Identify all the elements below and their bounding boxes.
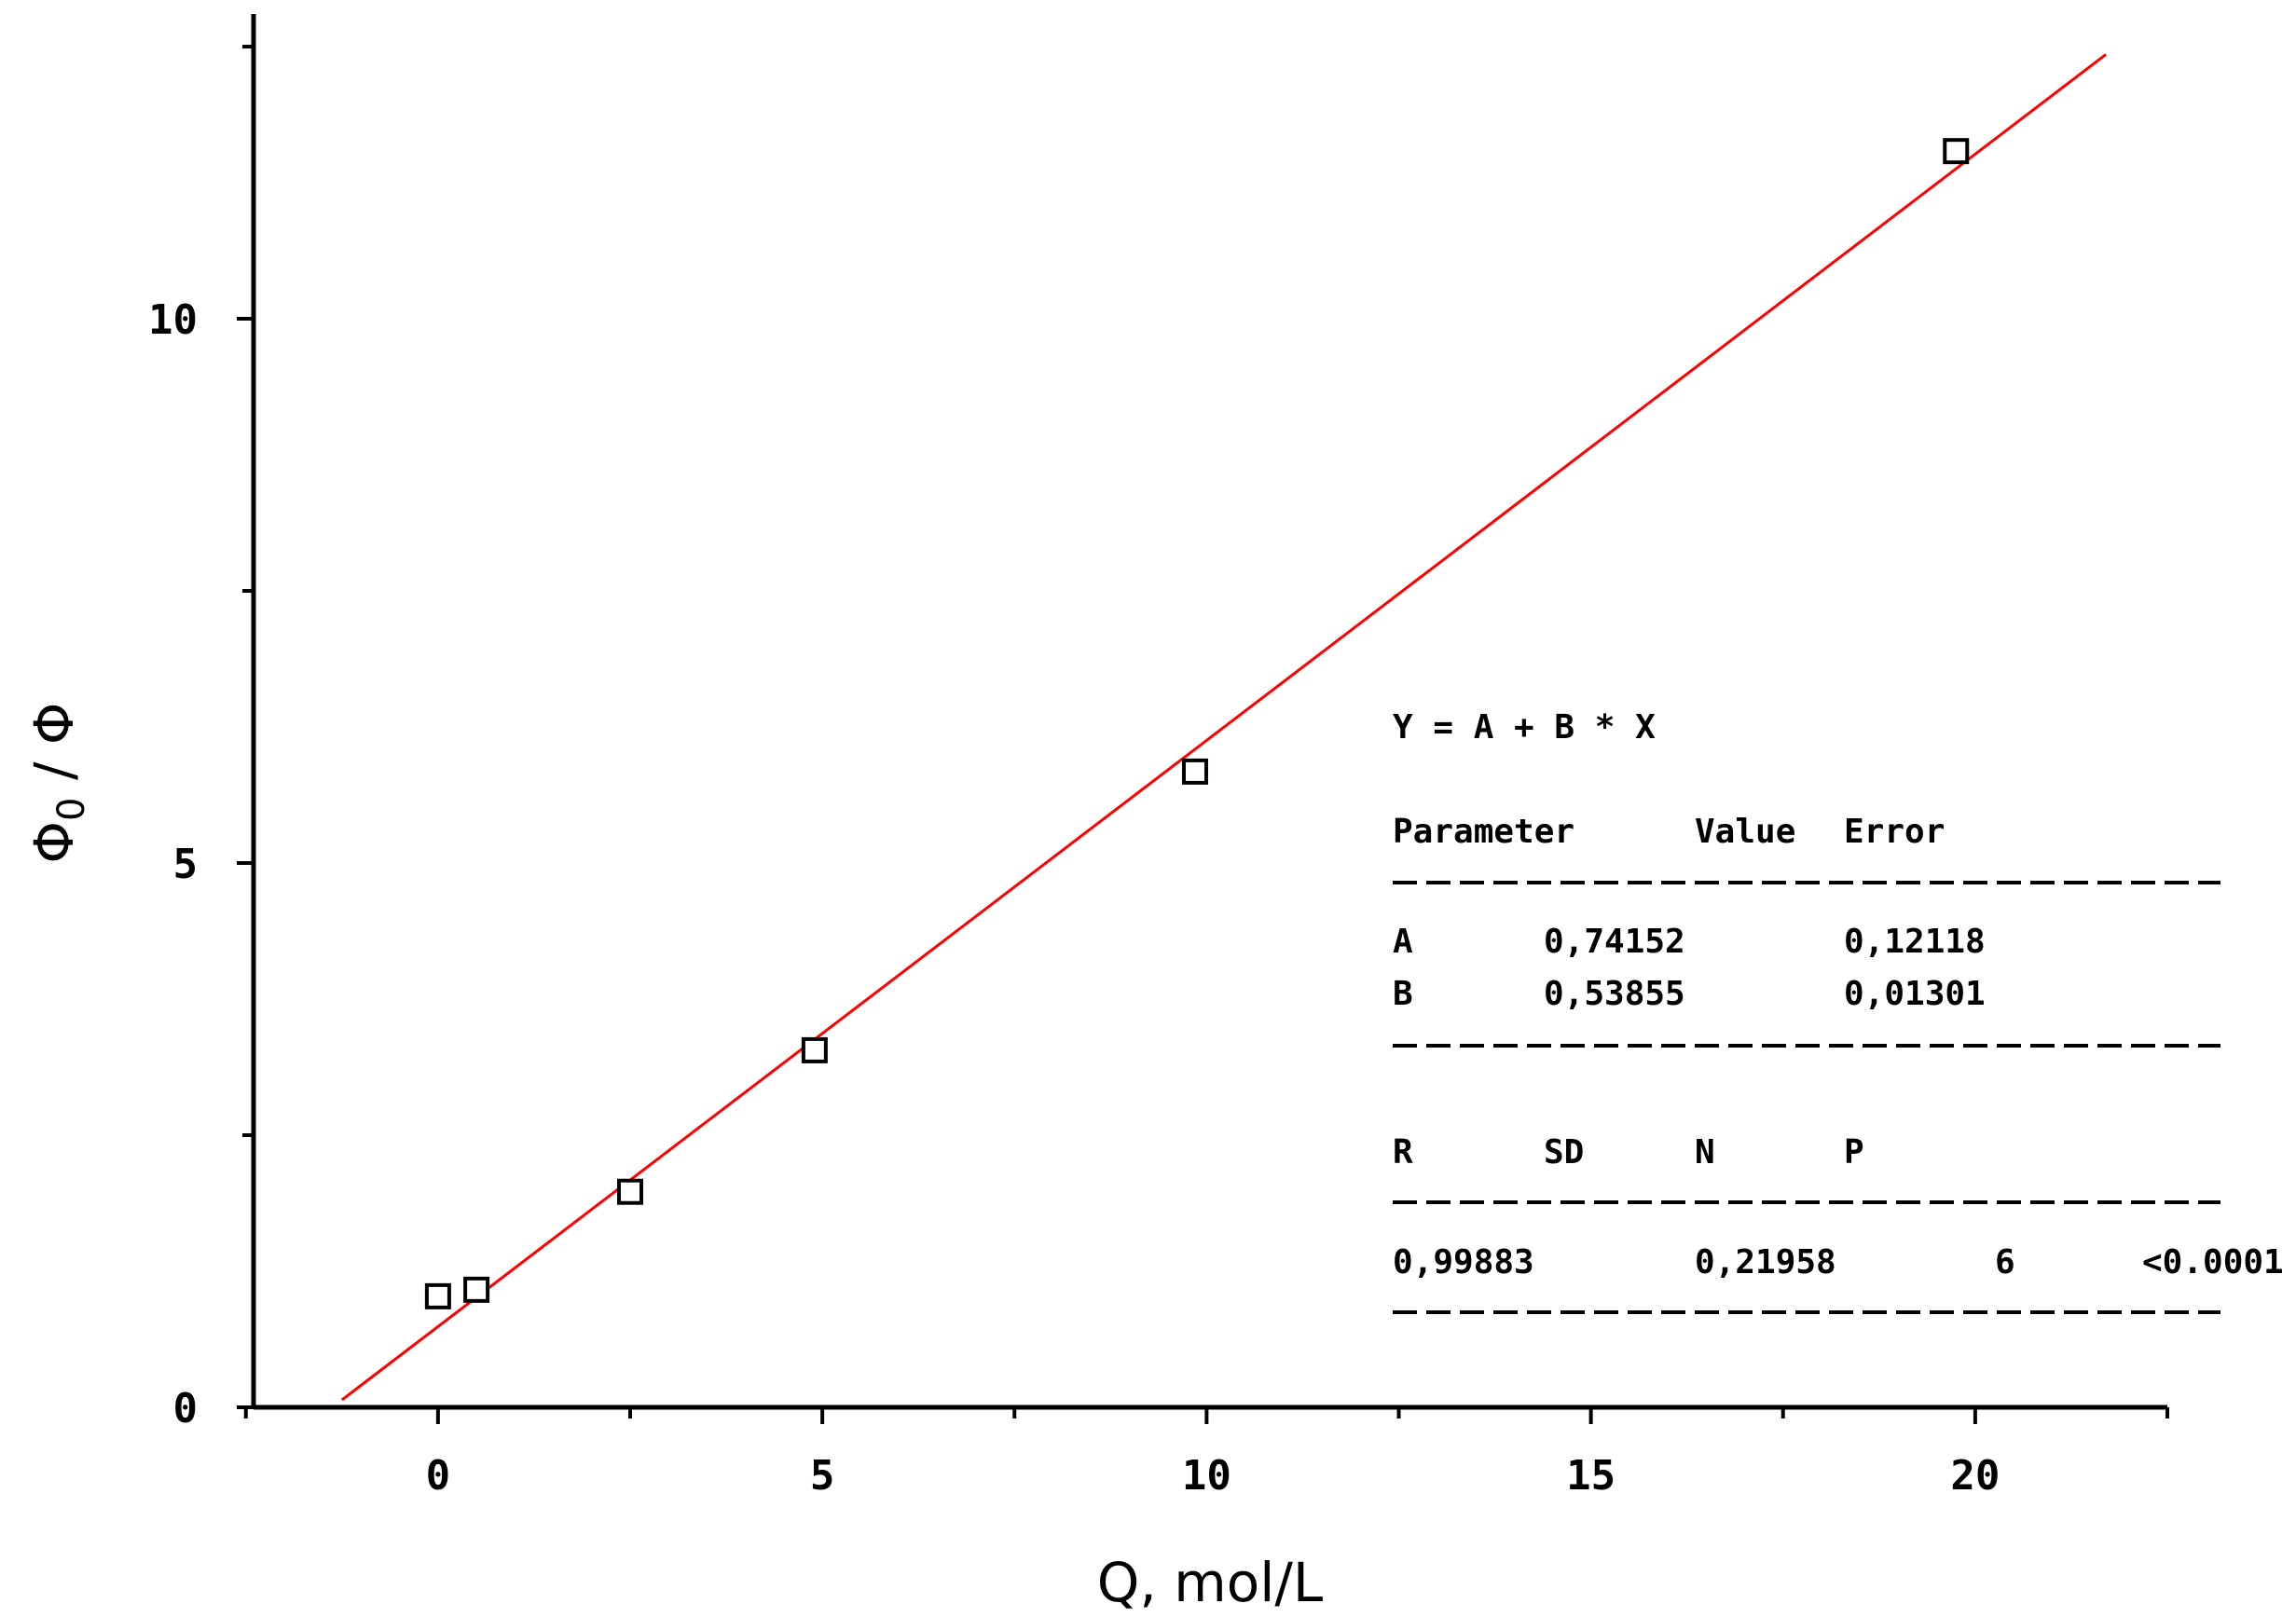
fit-stats-header-p: P: [1844, 1133, 1864, 1172]
fit-header-error: Error: [1844, 813, 1945, 851]
x-tick-label: 10: [1182, 1452, 1231, 1500]
y-axis-title-rest: / Φ: [22, 702, 86, 797]
data-point: [463, 1276, 490, 1303]
data-point: [1943, 138, 1970, 165]
data-point: [424, 1282, 451, 1309]
y-tick-label: 5: [173, 841, 199, 888]
fit-row-a-value: 0,74152: [1544, 923, 1685, 961]
y-tick-label: 0: [173, 1385, 199, 1432]
y-tick-label: 10: [148, 296, 198, 344]
fit-stats-value-sd: 0,21958: [1695, 1243, 1836, 1281]
x-axis-title: Q, mol/L: [1097, 1551, 1323, 1614]
fit-header-parameter: Parameter: [1393, 813, 1574, 851]
y-axis-title-sub: 0: [50, 797, 93, 820]
x-tick-label: 0: [426, 1452, 451, 1500]
fit-header-value: Value: [1695, 813, 1795, 851]
ticks: 0 5 10 15 20 0 5 10: [148, 45, 2169, 1500]
data-point: [617, 1178, 644, 1205]
fit-stats-header-r: R: [1393, 1133, 1413, 1172]
fit-row-a-error: 0,12118: [1844, 923, 1986, 961]
fit-equation: Y = A + B * X: [1393, 708, 1656, 747]
data-points: [424, 138, 1970, 1309]
fit-row-a-name: A: [1393, 923, 1413, 961]
y-axis-title-main: Φ: [22, 821, 86, 864]
fit-stats-header-n: N: [1695, 1133, 1715, 1172]
y-axis-title: Φ0 / Φ: [22, 702, 93, 863]
fit-row-b-value: 0,53855: [1544, 975, 1685, 1013]
fit-line: [340, 53, 2107, 1402]
svg-text:Φ0 / Φ: Φ0 / Φ: [22, 702, 93, 863]
x-tick-label: 5: [810, 1452, 835, 1500]
fit-row-b-error: 0,01301: [1844, 975, 1986, 1013]
axes: [251, 14, 2167, 1410]
fit-line-group: [340, 53, 2107, 1402]
fit-stats-value-p: <0.0001: [2142, 1243, 2284, 1281]
data-point: [801, 1036, 828, 1063]
data-point: [1182, 758, 1209, 785]
x-tick-label: 20: [1950, 1452, 2000, 1500]
fit-row-b-name: B: [1393, 975, 1413, 1013]
fit-stats-value-n: 6: [1995, 1243, 2015, 1281]
fit-stats-value-r: 0,99883: [1393, 1243, 1534, 1281]
fit-stats-header-sd: SD: [1544, 1133, 1584, 1172]
x-tick-label: 15: [1566, 1452, 1615, 1500]
fit-results-box: Y = A + B * X Parameter Value Error A 0,…: [1393, 708, 2284, 1314]
